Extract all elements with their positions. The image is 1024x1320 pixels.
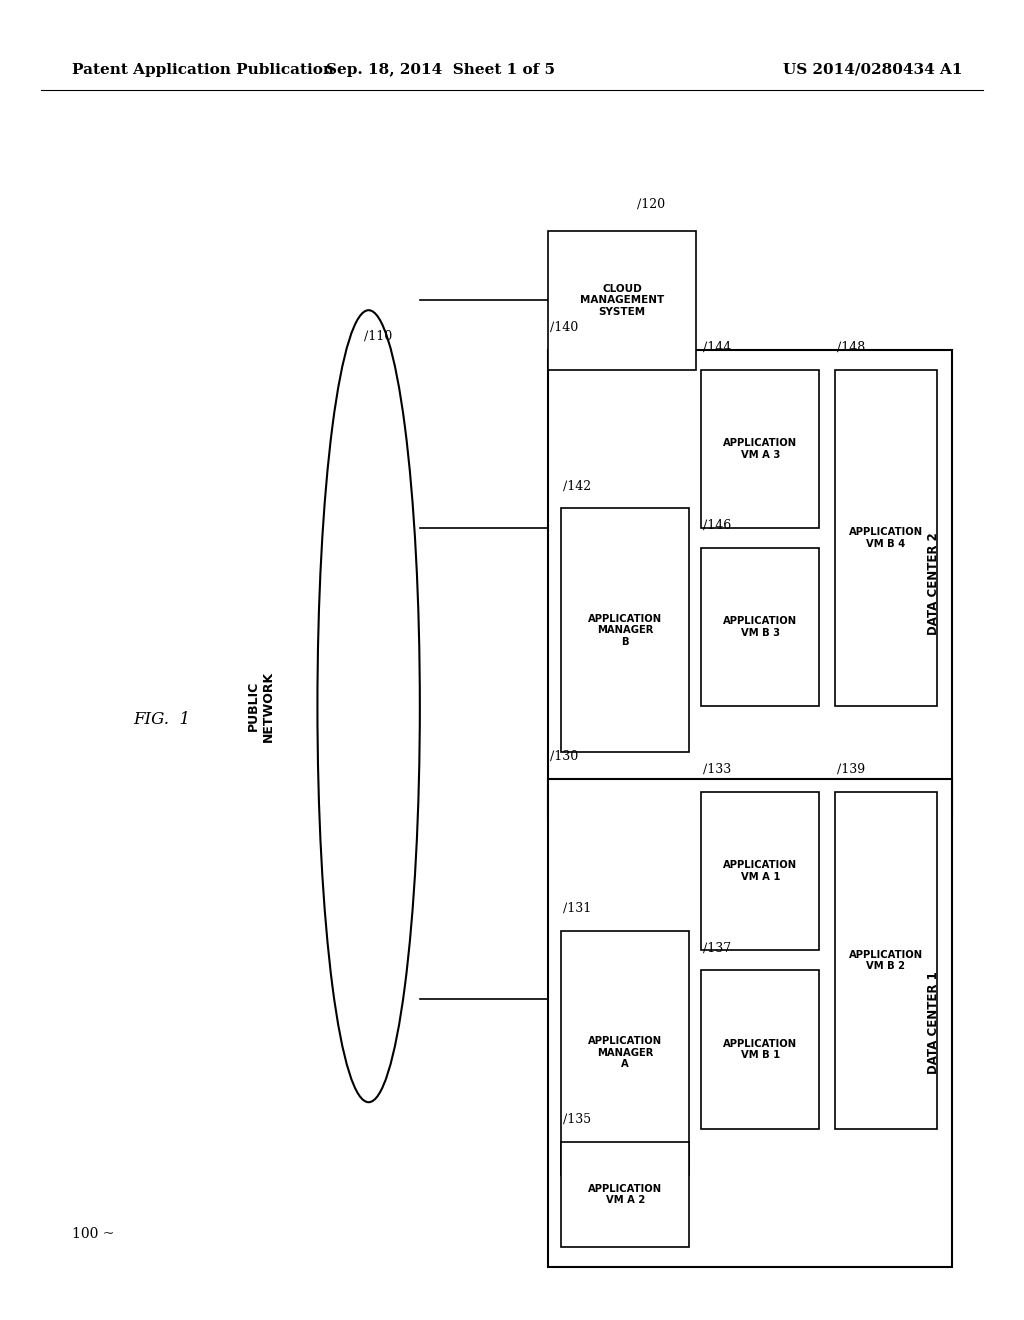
Text: ∕148: ∕148	[837, 341, 865, 354]
Text: APPLICATION
VM B 1: APPLICATION VM B 1	[723, 1039, 798, 1060]
Text: DATA CENTER 1: DATA CENTER 1	[928, 972, 940, 1074]
Text: Patent Application Publication: Patent Application Publication	[72, 63, 334, 77]
Bar	[561, 1142, 689, 1247]
Bar	[548, 779, 952, 1267]
Text: Sep. 18, 2014  Sheet 1 of 5: Sep. 18, 2014 Sheet 1 of 5	[326, 63, 555, 77]
Text: APPLICATION
VM A 3: APPLICATION VM A 3	[723, 438, 798, 459]
Bar	[835, 792, 937, 1129]
Bar	[701, 370, 819, 528]
Text: APPLICATION
VM B 3: APPLICATION VM B 3	[723, 616, 798, 638]
Bar	[835, 370, 937, 706]
Text: ∕146: ∕146	[703, 519, 732, 532]
Text: APPLICATION
VM A 2: APPLICATION VM A 2	[588, 1184, 663, 1205]
Text: CLOUD
MANAGEMENT
SYSTEM: CLOUD MANAGEMENT SYSTEM	[580, 284, 665, 317]
Text: APPLICATION
VM B 4: APPLICATION VM B 4	[849, 527, 923, 549]
Text: ∕144: ∕144	[703, 341, 732, 354]
Text: FIG.  1: FIG. 1	[133, 711, 190, 727]
Text: ∕140: ∕140	[550, 321, 579, 334]
Bar	[701, 970, 819, 1129]
Text: ∕131: ∕131	[563, 902, 592, 915]
Bar	[548, 350, 952, 818]
Text: ∕142: ∕142	[563, 479, 591, 492]
Text: APPLICATION
MANAGER
A: APPLICATION MANAGER A	[588, 1036, 663, 1069]
Text: APPLICATION
MANAGER
B: APPLICATION MANAGER B	[588, 614, 663, 647]
Text: PUBLIC
NETWORK: PUBLIC NETWORK	[247, 671, 275, 742]
Bar	[548, 231, 696, 370]
Text: ∕110: ∕110	[364, 330, 392, 343]
Text: ∕133: ∕133	[703, 763, 732, 776]
Text: ∕137: ∕137	[703, 941, 731, 954]
Text: ∕135: ∕135	[563, 1113, 591, 1126]
Text: ∕130: ∕130	[550, 750, 579, 763]
Text: APPLICATION
VM A 1: APPLICATION VM A 1	[723, 861, 798, 882]
Bar	[561, 508, 689, 752]
Bar	[701, 792, 819, 950]
Text: ∕139: ∕139	[837, 763, 864, 776]
Ellipse shape	[317, 310, 420, 1102]
Text: DATA CENTER 2: DATA CENTER 2	[928, 533, 940, 635]
Text: APPLICATION
VM B 2: APPLICATION VM B 2	[849, 949, 923, 972]
Text: ∕120: ∕120	[637, 198, 665, 211]
Bar	[561, 931, 689, 1175]
Bar	[701, 548, 819, 706]
Text: US 2014/0280434 A1: US 2014/0280434 A1	[783, 63, 963, 77]
Text: 100 ~: 100 ~	[72, 1228, 114, 1241]
